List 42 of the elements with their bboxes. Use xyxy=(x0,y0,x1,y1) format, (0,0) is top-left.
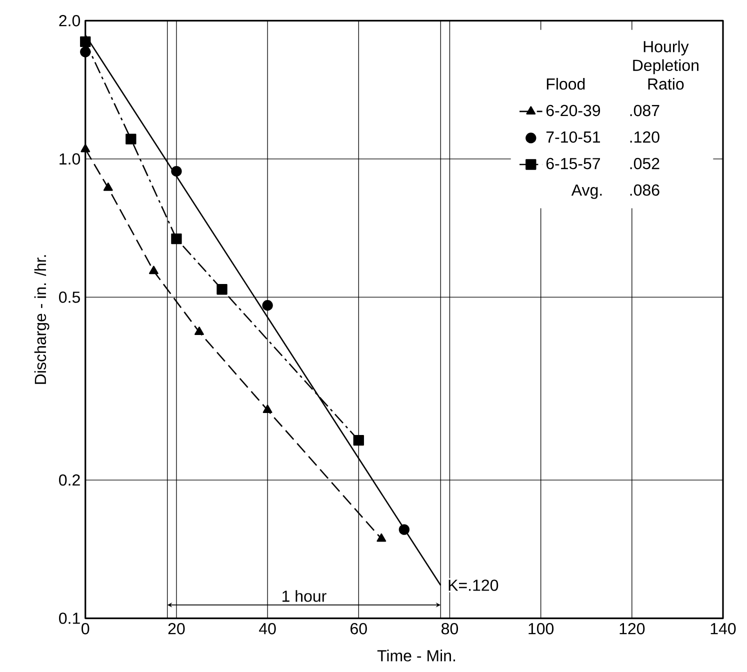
point xyxy=(171,166,182,176)
legend-label: 6-20-39 xyxy=(546,104,600,116)
point xyxy=(262,404,272,413)
y-tick-label: 0.5 xyxy=(59,291,80,303)
y-tick-label: 0.2 xyxy=(59,474,80,486)
x-tick-label: 40 xyxy=(259,622,276,634)
annotation: Avg. xyxy=(571,184,602,199)
y-axis-title: Discharge - in. /hr. xyxy=(34,255,50,384)
legend-label: 7-10-51 xyxy=(546,131,600,143)
x-tick-label: 60 xyxy=(350,622,367,634)
annotation: .120 xyxy=(630,131,660,143)
y-tick-label: 0.1 xyxy=(59,612,80,624)
legend-label: 6-15-57 xyxy=(546,158,600,170)
point xyxy=(216,284,228,295)
point xyxy=(171,233,182,244)
x-tick-label: 80 xyxy=(442,622,458,634)
x-tick-label: 120 xyxy=(620,622,645,634)
annotation: K=.120 xyxy=(448,579,498,591)
point xyxy=(126,134,136,144)
legend-title: Flood xyxy=(546,78,585,90)
point xyxy=(80,36,91,47)
annotation: .087 xyxy=(630,104,660,116)
annotation: .086 xyxy=(630,184,660,196)
y-tick-label: 1.0 xyxy=(60,153,80,164)
point xyxy=(80,46,91,58)
point xyxy=(398,524,410,535)
y-tick-label: 2.0 xyxy=(59,14,80,26)
x-axis-title: Time - Min. xyxy=(377,650,455,662)
point xyxy=(353,434,364,446)
annotation: .052 xyxy=(630,158,660,170)
x-tick-label: 100 xyxy=(528,622,554,634)
point xyxy=(80,144,90,152)
point xyxy=(148,266,158,274)
point xyxy=(262,300,273,311)
annotation: Hourly Depletion Ratio xyxy=(633,40,698,90)
x-tick-label: 20 xyxy=(168,622,185,634)
point xyxy=(103,182,113,191)
point xyxy=(194,326,204,335)
annotation: 1 hour xyxy=(282,590,326,602)
x-tick-label: 0 xyxy=(82,622,90,634)
x-tick-label: 140 xyxy=(710,622,736,634)
point xyxy=(376,533,386,542)
